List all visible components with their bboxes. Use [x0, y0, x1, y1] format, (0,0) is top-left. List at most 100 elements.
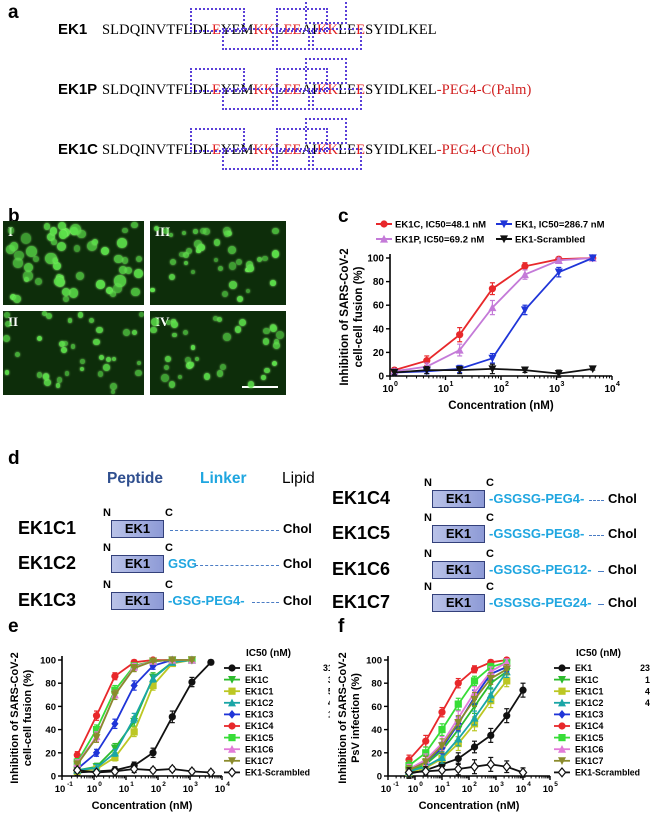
data-point — [518, 767, 528, 778]
fluorescent-cell — [110, 382, 117, 390]
data-point — [168, 656, 177, 665]
legend-entry: EK1-Scrambled — [224, 767, 310, 778]
fluorescent-cell — [132, 330, 137, 335]
fluorescent-cell — [164, 356, 171, 363]
peptide-header: Peptide — [107, 470, 163, 487]
x-tick-exponent: 3 — [561, 381, 565, 388]
data-point — [588, 254, 597, 263]
sequence-segment: LE — [338, 82, 357, 98]
legend-ic50-value: 418.6 — [645, 698, 650, 708]
data-point — [470, 677, 479, 685]
legend-marker — [557, 767, 567, 778]
y-tick-label: 60 — [45, 702, 56, 713]
fluorescent-cell — [53, 257, 59, 264]
data-point — [520, 366, 529, 375]
legend-entry: EK1C1 480.3 — [554, 686, 650, 696]
fluorescent-cell — [185, 357, 191, 363]
micrograph-II: II — [3, 311, 144, 395]
lipid-label: Chol — [283, 593, 312, 608]
data-point — [554, 370, 563, 378]
data-point — [488, 285, 497, 293]
fluorescent-cell — [133, 268, 143, 278]
legend-entry: EK1P, IC50=69.2 nM — [376, 235, 484, 246]
fluorescent-cell — [190, 270, 195, 275]
linker-label: -GSGSG-PEG12- — [489, 562, 592, 577]
fluorescent-cell — [171, 332, 177, 338]
fluorescent-cell — [51, 239, 57, 245]
fluorescent-cell — [4, 370, 10, 375]
ek1-peptide-box: EK1 — [111, 555, 164, 573]
fluorescent-cell — [105, 287, 113, 295]
legend-marker — [228, 710, 236, 719]
fluorescent-cell — [13, 258, 23, 268]
fluorescent-cell — [117, 238, 127, 248]
data-point — [488, 365, 497, 374]
legend-label: EK1-Scrambled — [515, 235, 585, 246]
y-axis-label: Inhibition of SARS-CoV-2 — [9, 652, 21, 783]
fluorescent-cell — [137, 360, 142, 365]
fluorescent-cell — [182, 252, 189, 259]
x-tick-label: 10 — [408, 784, 419, 795]
legend-entry: EK1C677.4 — [554, 744, 650, 754]
legend-label: EK1C2 — [245, 698, 273, 708]
fluorescent-cell — [223, 230, 230, 237]
legend-marker — [228, 722, 236, 730]
fluorescent-cell — [41, 311, 47, 317]
fluorescent-cell — [105, 356, 112, 363]
sequence-segment: SYIDLKEL — [365, 22, 437, 38]
legend-marker — [228, 687, 236, 695]
salt-bridge-box — [276, 148, 310, 170]
n-terminus-label: N — [103, 579, 111, 591]
fluorescent-cell — [237, 296, 244, 302]
data-point — [456, 331, 464, 339]
legend-ic50-value: 56.8 — [328, 686, 330, 696]
data-point — [422, 749, 430, 757]
n-terminus-label: N — [103, 507, 111, 519]
fluorescent-cell — [43, 223, 51, 230]
fluorescent-cell — [93, 338, 100, 346]
fluorescent-cell — [26, 246, 38, 257]
salt-bridge-box — [276, 68, 328, 92]
linker-connector — [589, 500, 604, 501]
x-tick-exponent: 4 — [616, 381, 620, 388]
ic50-header: IC50 (nM) — [576, 648, 621, 659]
fluorescent-cell — [271, 250, 280, 258]
fluorescent-cell — [55, 382, 61, 388]
c-terminus-label: C — [165, 542, 173, 554]
legend-ic50-value: 48.2 — [328, 698, 330, 708]
salt-bridge-box — [305, 118, 347, 144]
fluorescent-cell — [168, 232, 174, 238]
conjugate-tail: -PEG4-C(Chol) — [436, 142, 530, 158]
x-axis-label: Concentration (nM) — [419, 800, 520, 812]
fluorescent-cell — [263, 327, 270, 335]
legend-label: EK1, IC50=286.7 nM — [515, 220, 605, 231]
fluorescent-cell — [121, 257, 129, 265]
fluorescent-cell — [197, 244, 205, 251]
data-point — [149, 657, 158, 666]
data-point — [470, 761, 479, 773]
x-tick-label: 10 — [119, 784, 130, 795]
legend-entry: EK1C2 418.6 — [554, 698, 650, 708]
data-point — [454, 719, 463, 727]
x-tick-exponent: 3 — [194, 781, 198, 788]
conjugate-tail: -PEG4-C(Palm) — [436, 82, 532, 98]
x-tick-label: 10 — [604, 384, 616, 395]
fluorescent-cell — [213, 238, 221, 246]
x-tick-label: 10 — [215, 784, 226, 795]
x-tick-label: 10 — [493, 384, 505, 395]
series-ek1-scrambled — [404, 756, 528, 778]
legend-marker — [558, 745, 566, 753]
fluorescent-cell — [45, 252, 57, 265]
fluorescent-cell — [150, 326, 158, 334]
y-axis-label: PsV infection (%) — [350, 673, 362, 763]
fluorescent-cell — [14, 251, 24, 261]
fluorescent-cell — [4, 312, 10, 319]
x-tick-exponent: 4 — [527, 781, 531, 788]
data-point — [404, 767, 414, 778]
fluorescent-cell — [56, 376, 63, 383]
salt-bridge-box — [312, 88, 362, 110]
sequence-name: EK1P — [58, 81, 98, 98]
legend-marker — [558, 734, 566, 742]
c-terminus-label: C — [165, 579, 173, 591]
